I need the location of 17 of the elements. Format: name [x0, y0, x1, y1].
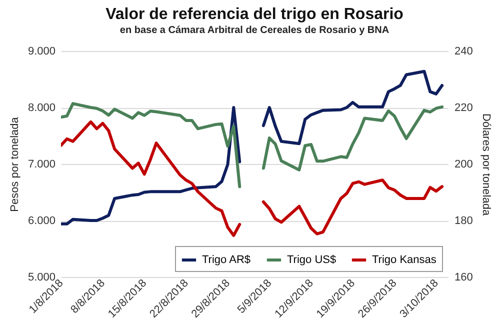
y-tick-label: 6.000	[28, 215, 56, 227]
y2-axis-title: Dólares por tonelada	[480, 113, 492, 216]
y-tick-label: 8.000	[28, 102, 56, 114]
y2-tick-label: 200	[454, 158, 473, 170]
legend-label: Trigo AR$	[202, 254, 251, 266]
legend-label: Trigo Kansas	[372, 254, 437, 266]
y-tick-label: 7.000	[28, 158, 56, 170]
chart-subtitle: en base a Cámara Arbitral de Cereales de Rosario y BNA	[120, 25, 390, 36]
y-axis-title: Pesos por tonelada	[8, 116, 21, 212]
y2-tick-label: 220	[454, 102, 473, 114]
chart-title: Valor de referencia del trigo en Rosario	[106, 6, 404, 23]
y-tick-label: 9.000	[28, 46, 56, 58]
legend-label: Trigo US$	[287, 254, 336, 266]
y2-tick-label: 160	[454, 272, 473, 284]
y-tick-label: 5.000	[28, 272, 56, 284]
y2-tick-label: 240	[454, 46, 473, 58]
y2-tick-label: 180	[454, 215, 473, 227]
